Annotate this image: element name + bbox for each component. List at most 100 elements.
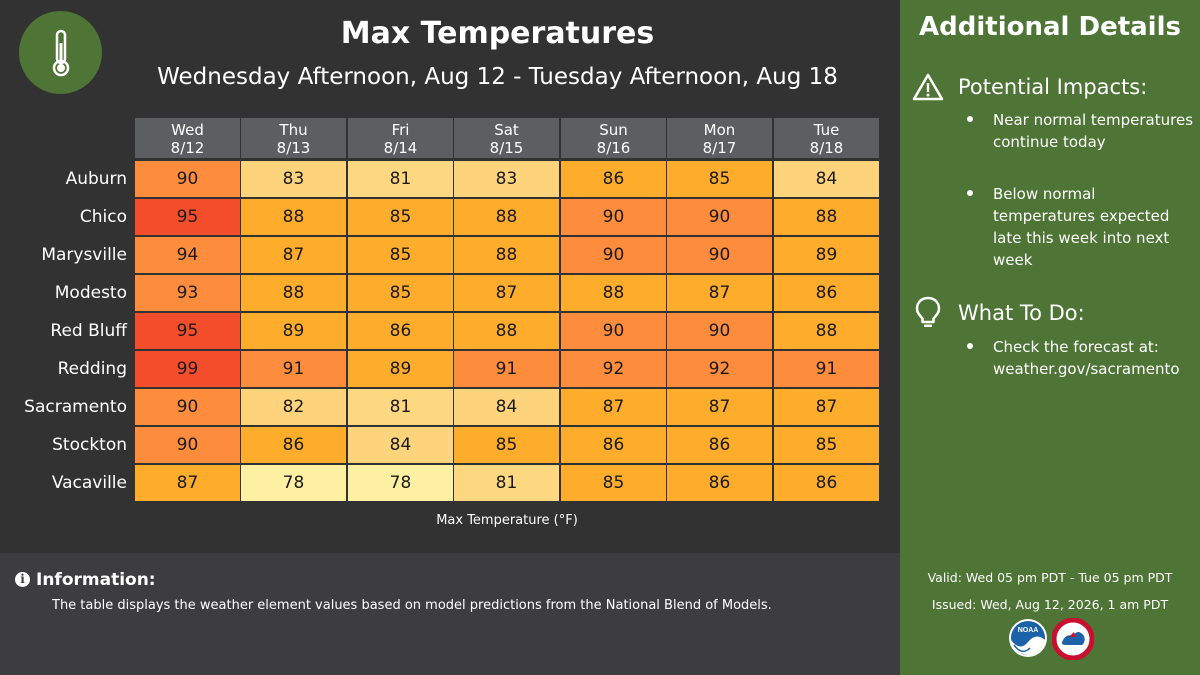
table-cell: 87 — [774, 389, 879, 425]
table-cell: 85 — [774, 427, 879, 463]
table-cell: 88 — [241, 275, 346, 311]
row-label: Chico — [79, 207, 127, 227]
table-cell: 94 — [135, 237, 240, 273]
main-panel: Max Temperatures Wednesday Afternoon, Au… — [19, 11, 879, 528]
table-cell: 85 — [667, 161, 772, 197]
valid-time: Valid: Wed 05 pm PDT - Tue 05 pm PDT — [927, 570, 1173, 585]
issued-time: Issued: Wed, Aug 12, 2026, 1 am PDT — [931, 597, 1169, 612]
table-cell: 86 — [348, 313, 453, 349]
table-cell: 87 — [561, 389, 666, 425]
table-cell: 83 — [241, 161, 346, 197]
section-title-impacts: Potential Impacts: — [958, 75, 1148, 99]
column-header-day: Thu — [279, 121, 308, 139]
table-cell: 88 — [774, 313, 879, 349]
column-header-day: Fri — [391, 121, 410, 139]
table-cell: 95 — [135, 313, 240, 349]
row-label: Stockton — [52, 435, 127, 455]
info-text: The table displays the weather element v… — [52, 598, 772, 613]
column-header-date: 8/13 — [276, 139, 311, 157]
table-cell: 93 — [135, 275, 240, 311]
lightbulb-icon — [915, 296, 941, 327]
column-header-date: 8/15 — [489, 139, 524, 157]
noaa-logo-text: NOAA — [1018, 627, 1039, 634]
page-subtitle: Wednesday Afternoon, Aug 12 - Tuesday Af… — [157, 64, 838, 90]
table-cell: 89 — [348, 351, 453, 387]
nws-logo[interactable] — [1052, 618, 1094, 660]
additional-details-panel: Additional Details Potential Impacts: Ne… — [900, 0, 1200, 675]
impact-bullet-1: Near normal temperatures continue today — [993, 111, 1194, 151]
table-cell: 86 — [774, 275, 879, 311]
table-cell: 84 — [774, 161, 879, 197]
bullet-dot — [967, 343, 973, 349]
thermometer-logo — [19, 11, 102, 94]
page-title: Max Temperatures — [340, 16, 655, 51]
table-cell: 83 — [454, 161, 559, 197]
sidebar-title: Additional Details — [919, 12, 1181, 42]
row-label: Red Bluff — [50, 321, 127, 341]
bullet-dot — [967, 116, 973, 122]
column-header: Mon 8/17 — [667, 118, 772, 158]
table-cell: 88 — [561, 275, 666, 311]
table-cell: 86 — [667, 465, 772, 501]
table-cell: 78 — [348, 465, 453, 501]
table-cell: 85 — [348, 237, 453, 273]
column-header-day: Mon — [703, 121, 736, 139]
table-cell: 87 — [454, 275, 559, 311]
table-cell: 85 — [454, 427, 559, 463]
table-cell: 91 — [241, 351, 346, 387]
table-cell: 87 — [667, 389, 772, 425]
table-cell: 78 — [241, 465, 346, 501]
row-label: Redding — [57, 359, 127, 379]
table-cell: 92 — [667, 351, 772, 387]
table-cell: 90 — [667, 313, 772, 349]
column-header-day: Sun — [599, 121, 628, 139]
column-header-date: 8/16 — [596, 139, 631, 157]
table-cell: 91 — [454, 351, 559, 387]
column-header-date: 8/14 — [383, 139, 418, 157]
info-title: Information: — [36, 570, 156, 590]
table-cell: 90 — [561, 313, 666, 349]
column-header-date: 8/18 — [809, 139, 844, 157]
row-label: Modesto — [54, 283, 127, 303]
table-cell: 85 — [561, 465, 666, 501]
table-cell: 89 — [241, 313, 346, 349]
table-cell: 85 — [348, 199, 453, 235]
column-header: Tue 8/18 — [774, 118, 879, 158]
column-header: Sat 8/15 — [454, 118, 559, 158]
table-cell: 86 — [774, 465, 879, 501]
column-header: Wed 8/12 — [135, 118, 240, 158]
table-cell: 91 — [774, 351, 879, 387]
thermometer-icon — [52, 29, 70, 77]
table-cell: 92 — [561, 351, 666, 387]
table-cell: 99 — [135, 351, 240, 387]
noaa-logo[interactable]: NOAA — [1008, 618, 1048, 658]
table-cell: 82 — [241, 389, 346, 425]
table-cell: 88 — [454, 199, 559, 235]
table-cell: 90 — [561, 237, 666, 273]
table-cell: 87 — [135, 465, 240, 501]
info-icon: i — [15, 572, 30, 587]
table-cell: 90 — [135, 427, 240, 463]
table-cell: 90 — [561, 199, 666, 235]
table-cell: 89 — [774, 237, 879, 273]
column-header-date: 8/17 — [702, 139, 737, 157]
table-cell: 87 — [667, 275, 772, 311]
table-cell: 81 — [454, 465, 559, 501]
column-header-day: Wed — [171, 121, 204, 139]
info-panel — [0, 553, 900, 675]
table-cell: 86 — [241, 427, 346, 463]
column-header: Fri 8/14 — [348, 118, 453, 158]
column-header: Sun 8/16 — [561, 118, 666, 158]
table-cell: 88 — [774, 199, 879, 235]
table-cell: 86 — [561, 161, 666, 197]
table-cell: 90 — [667, 237, 772, 273]
table-cell: 86 — [667, 427, 772, 463]
table-cell: 86 — [561, 427, 666, 463]
table-cell: 95 — [135, 199, 240, 235]
table-cell: 84 — [454, 389, 559, 425]
what-to-do-bullet-1: Check the forecast at: weather.gov/sacra… — [993, 338, 1180, 378]
table-cell: 90 — [135, 161, 240, 197]
section-title-what-to-do: What To Do: — [958, 301, 1085, 325]
table-cell: 88 — [241, 199, 346, 235]
table-cell: 84 — [348, 427, 453, 463]
